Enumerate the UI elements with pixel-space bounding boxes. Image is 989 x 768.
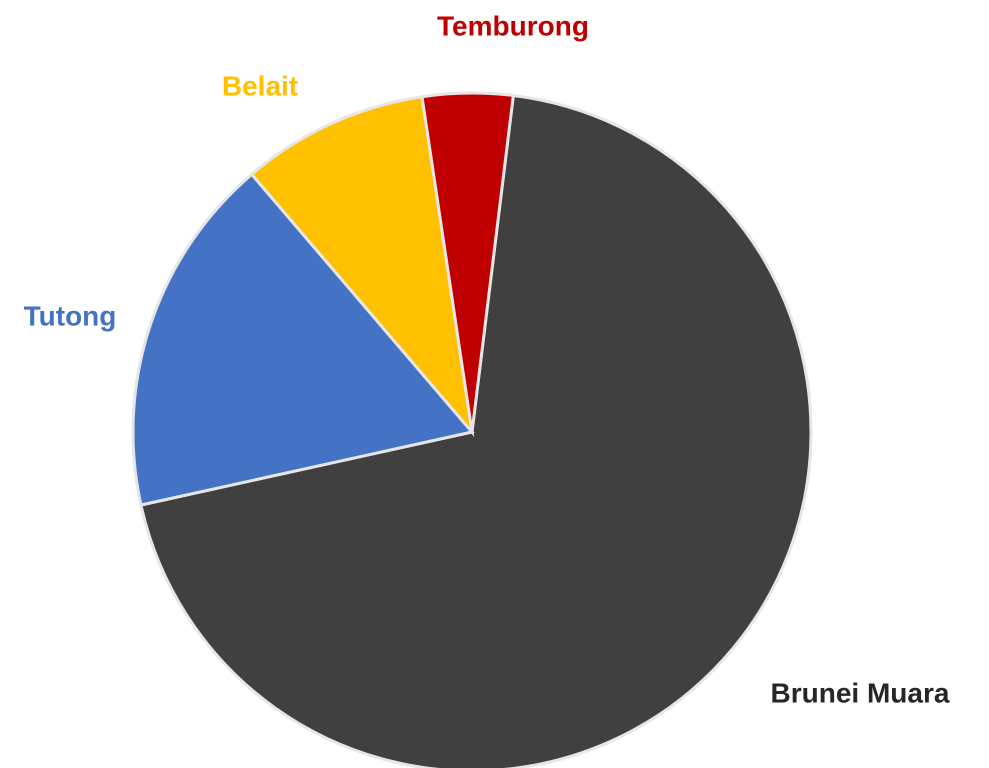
pie-slice bbox=[249, 95, 475, 437]
slice-label: Belait bbox=[222, 70, 298, 101]
pie-slice bbox=[131, 172, 475, 507]
pie-slice bbox=[420, 91, 515, 433]
slice-label: Temburong bbox=[437, 10, 589, 41]
slice-label: Tutong bbox=[24, 300, 117, 331]
pie-slice bbox=[139, 93, 813, 768]
slice-label: Brunei Muara bbox=[771, 677, 950, 708]
